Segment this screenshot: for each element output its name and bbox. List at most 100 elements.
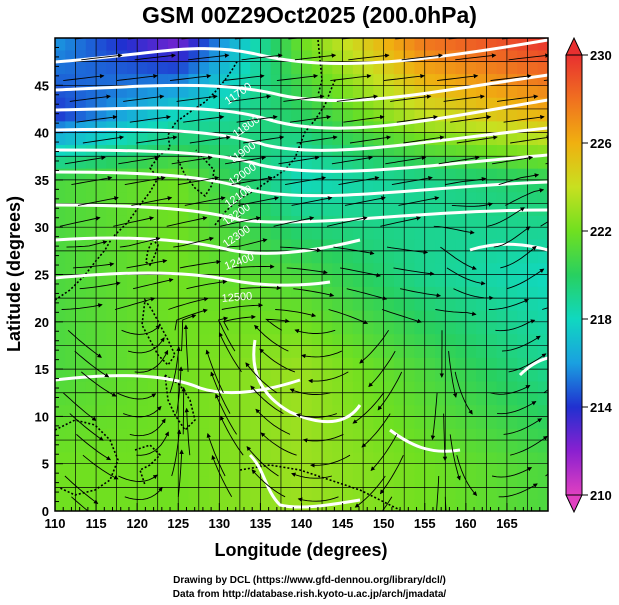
- field-cell: [373, 203, 385, 216]
- streamline: [188, 53, 230, 61]
- streamline: [176, 94, 218, 102]
- field-cell: [393, 108, 405, 122]
- field-cell: [455, 61, 467, 75]
- field-cell: [404, 274, 416, 287]
- field-cell: [167, 85, 179, 98]
- field-cell: [55, 179, 66, 193]
- streamline: [64, 155, 106, 165]
- streamline: [310, 454, 351, 468]
- field-cell: [116, 345, 128, 358]
- field-cell: [198, 487, 210, 500]
- field-cell: [527, 227, 539, 240]
- field-cell: [250, 475, 262, 488]
- field-cell: [167, 191, 179, 205]
- colorbar-tick-label: 222: [590, 224, 612, 239]
- field-cell: [496, 487, 508, 500]
- field-cell: [363, 262, 374, 276]
- streamline: [118, 155, 160, 165]
- field-cell: [106, 179, 118, 193]
- field-cell: [147, 416, 159, 429]
- field-cell: [301, 333, 313, 347]
- field-cell: [404, 49, 416, 63]
- field-cell: [126, 97, 138, 110]
- field-cell: [393, 132, 405, 146]
- field-cell: [414, 156, 426, 169]
- field-cell: [332, 440, 344, 453]
- streamline: [455, 53, 497, 61]
- field-cell: [455, 475, 467, 488]
- field-cell: [291, 392, 303, 406]
- contour-label: 12500: [221, 290, 253, 305]
- field-cell: [424, 250, 436, 264]
- y-tick-label: 40: [35, 126, 49, 141]
- field-cell: [65, 298, 77, 311]
- field-cell: [55, 262, 66, 276]
- field-cell: [65, 85, 77, 98]
- field-cell: [137, 499, 149, 511]
- streamline: [131, 196, 173, 206]
- field-cell: [219, 333, 231, 347]
- field-cell: [137, 475, 149, 488]
- field-cell: [147, 369, 159, 382]
- streamline: [381, 496, 393, 511]
- field-cell: [393, 144, 405, 157]
- field-cell: [363, 49, 374, 63]
- field-cell: [219, 262, 231, 276]
- colorbar-tick-label: 210: [590, 488, 612, 503]
- field-cell: [167, 274, 179, 287]
- field-cell: [198, 215, 210, 228]
- field-cell: [527, 132, 539, 146]
- field-cell: [239, 475, 251, 488]
- streamline: [454, 371, 473, 415]
- field-cell: [476, 369, 487, 382]
- field-cell: [445, 239, 457, 252]
- field-cell: [537, 191, 548, 205]
- field-cell: [106, 274, 118, 287]
- field-cell: [373, 487, 385, 500]
- field-cell: [178, 250, 190, 264]
- field-cell: [486, 120, 498, 134]
- field-cell: [342, 333, 354, 347]
- coastline-japan: [214, 79, 336, 226]
- field-cell: [537, 404, 548, 417]
- field-cell: [75, 309, 87, 323]
- field-cell: [250, 404, 262, 417]
- field-cell: [270, 475, 282, 488]
- x-tick-label: 145: [332, 516, 354, 531]
- field-cell: [270, 61, 282, 75]
- field-cell: [496, 227, 508, 240]
- field-cell: [270, 286, 282, 299]
- field-cell: [342, 298, 354, 311]
- field-cell: [435, 380, 446, 394]
- field-cell: [486, 191, 498, 205]
- field-cell: [322, 321, 333, 335]
- field-cell: [383, 404, 395, 417]
- field-cell: [404, 144, 416, 157]
- field-cell: [229, 38, 241, 51]
- field-cell: [486, 85, 498, 98]
- field-cell: [250, 380, 262, 394]
- streamline: [231, 175, 273, 186]
- field-cell: [311, 61, 323, 75]
- field-cell: [239, 499, 251, 511]
- streamline: [239, 285, 282, 291]
- field-cell: [517, 463, 529, 477]
- field-cell: [219, 440, 231, 453]
- field-cell: [465, 262, 477, 276]
- streamline: [118, 474, 158, 482]
- field-cell: [322, 108, 333, 122]
- field-cell: [435, 499, 446, 511]
- field-cell: [116, 404, 128, 417]
- field-cell: [424, 440, 436, 453]
- field-cell: [250, 333, 262, 347]
- field-cell: [465, 392, 477, 406]
- streamline: [289, 114, 332, 123]
- streamline: [326, 216, 368, 227]
- field-cell: [506, 309, 518, 323]
- field-cell: [147, 227, 159, 240]
- field-cell: [424, 262, 436, 276]
- streamline: [383, 73, 425, 82]
- field-cell: [167, 333, 179, 347]
- field-cell: [342, 250, 354, 264]
- field-cell: [311, 357, 323, 370]
